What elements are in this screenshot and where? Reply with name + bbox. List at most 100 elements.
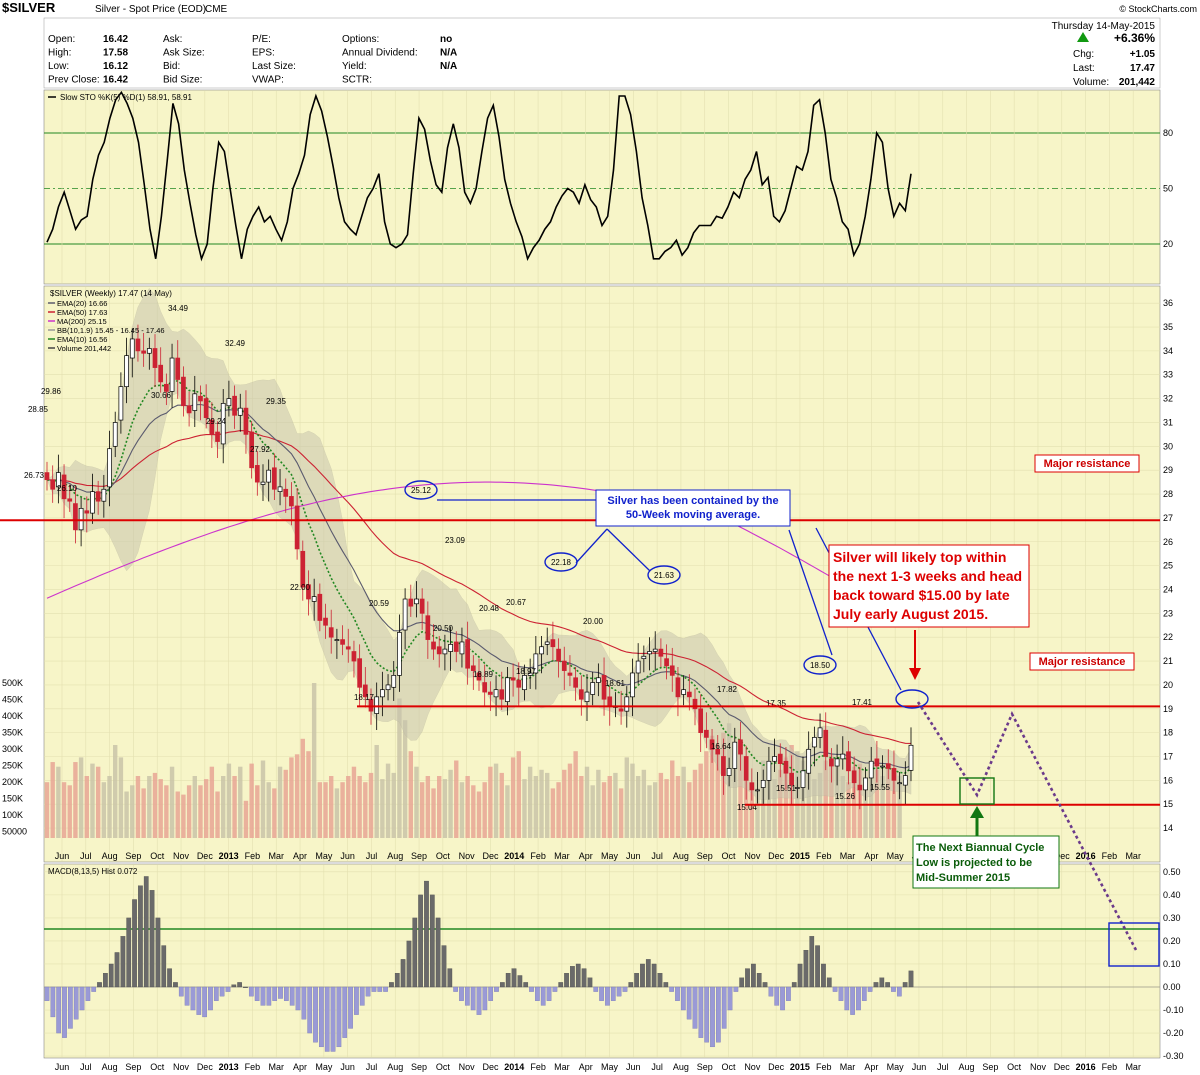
candle-body	[567, 672, 573, 676]
cycle-low-box	[959, 777, 995, 805]
candle-body	[328, 627, 334, 638]
header-field: N/A	[440, 61, 457, 72]
volume-bar	[709, 735, 715, 838]
candle-body	[772, 756, 777, 762]
volume-bar	[56, 766, 61, 838]
macd-tick: 0.50	[1163, 867, 1181, 877]
volume-bar	[471, 785, 476, 838]
candle-body	[624, 696, 630, 712]
macd-bar	[173, 982, 178, 988]
volume-bar	[522, 779, 527, 838]
macd-tick: 0.00	[1163, 982, 1181, 992]
price-label: 17.82	[717, 685, 738, 694]
macd-bar	[453, 986, 458, 992]
price-x-tick: Feb	[530, 851, 546, 861]
price-x-tick: Sep	[697, 851, 713, 861]
macd-bar	[79, 986, 85, 1011]
volume-bar	[516, 751, 521, 838]
price-label: 17.41	[852, 698, 873, 707]
macd-bar	[797, 963, 803, 988]
volume-bar	[539, 769, 544, 838]
candle-body	[783, 760, 789, 774]
macd-x-tick: Nov	[459, 1062, 476, 1072]
header-field: Bid:	[163, 61, 180, 72]
header-field: P/E:	[252, 34, 271, 45]
volume-bar	[886, 766, 891, 838]
candle-body	[505, 677, 510, 702]
volume-bar	[283, 769, 288, 838]
stochastic-tick: 80	[1163, 128, 1173, 138]
macd-bar	[885, 982, 890, 988]
stochastic-line	[46, 90, 912, 262]
candle-body	[840, 753, 846, 760]
volume-bar	[385, 763, 391, 838]
macd-bar	[272, 986, 278, 1001]
volume-bar	[340, 782, 345, 838]
candle-body	[692, 698, 698, 710]
candle-body	[391, 675, 397, 688]
macd-bar	[132, 899, 137, 988]
macd-bar	[616, 986, 622, 997]
candle-body	[90, 491, 95, 514]
volume-bar	[488, 766, 493, 838]
price-tick: 33	[1163, 370, 1173, 380]
macd-tick: -0.30	[1163, 1051, 1184, 1061]
candle-body	[550, 639, 556, 648]
volume-bar	[624, 757, 629, 838]
price-x-tick: Aug	[387, 851, 403, 861]
macd-bar	[558, 982, 564, 988]
candle-body	[317, 593, 323, 621]
macd-title: MACD(8,13,5) Hist 0.072	[48, 867, 138, 876]
candle-body	[743, 756, 749, 781]
volume-bar	[755, 788, 760, 838]
volume-bar	[107, 776, 112, 838]
callout-pointer	[606, 528, 651, 572]
macd-panel	[43, 863, 1161, 1059]
candle-body	[669, 665, 675, 676]
macd-x-tick: Nov	[744, 1062, 761, 1072]
macd-bar	[587, 977, 593, 988]
macd-x-tick: Mar	[840, 1062, 856, 1072]
macd-bar	[786, 986, 791, 1001]
candle-body	[476, 672, 482, 681]
macd-x-tick: Feb	[245, 1062, 261, 1072]
macd-bar	[365, 986, 371, 997]
volume-bar	[647, 785, 652, 838]
price-x-tick: Nov	[173, 851, 190, 861]
volume-bar	[255, 785, 260, 838]
price-tick: 34	[1163, 346, 1173, 356]
volume-bar	[306, 751, 311, 838]
macd-bar	[680, 986, 686, 1011]
candle-body	[209, 419, 215, 435]
volume-bar	[704, 751, 709, 838]
macd-bar	[260, 986, 266, 1006]
volume-bar	[465, 776, 470, 838]
chg-value: +1.05	[1130, 49, 1156, 60]
macd-bar	[470, 986, 476, 1011]
candle-body	[544, 641, 550, 645]
macd-bar	[68, 986, 73, 1029]
macd-bar	[424, 880, 429, 988]
macd-bar	[535, 986, 540, 1001]
price-label: 27.92	[250, 445, 271, 454]
price-tick: 22	[1163, 632, 1173, 642]
candle-body	[277, 486, 283, 492]
macd-bar	[418, 894, 423, 988]
volume-bar	[499, 772, 504, 838]
volume-bar	[334, 788, 340, 838]
macd-bar	[354, 986, 359, 1015]
stochastic-series	[46, 90, 912, 262]
macd-bar	[821, 963, 826, 988]
macd-bar	[628, 982, 634, 988]
macd-bar	[383, 986, 388, 992]
volume-bar	[425, 776, 431, 838]
volume-bar	[215, 791, 220, 838]
candle-body	[192, 393, 198, 411]
price-x-tick: Dec	[768, 851, 785, 861]
macd-bar	[593, 986, 599, 992]
legend-entry: EMA(50) 17.63	[57, 308, 107, 317]
callout-box-green	[912, 835, 1060, 889]
macd-x-tick: 2014	[504, 1062, 524, 1072]
candle-body	[715, 748, 721, 755]
volume-bar	[596, 769, 601, 838]
